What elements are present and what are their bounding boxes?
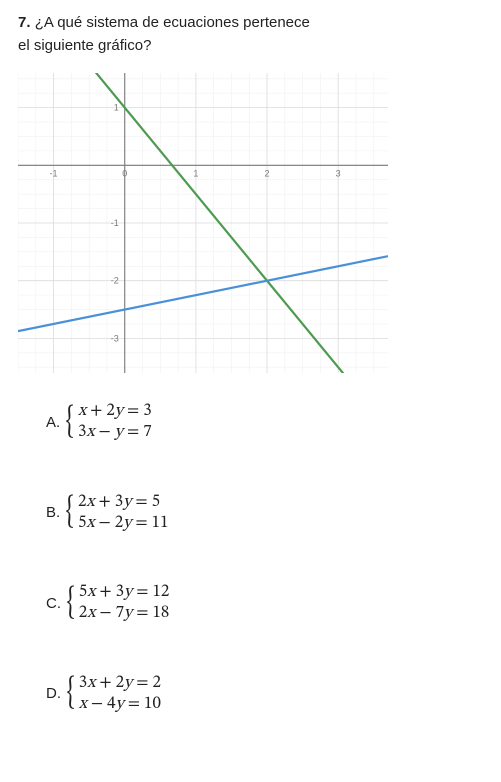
option-label: A. <box>46 414 60 431</box>
equation-system: {3x + 2y = 2x − 4y = 10 <box>65 673 161 716</box>
equation-system: {x + 2y = 33x − y = 7 <box>64 401 151 444</box>
left-brace-icon: { <box>66 410 74 435</box>
option-label: D. <box>46 685 61 702</box>
question-number: 7. <box>18 14 31 31</box>
question-line1: ¿A qué sistema de ecuaciones pertenece <box>35 14 310 31</box>
left-brace-icon: { <box>67 591 75 616</box>
equation-2: 5x − 2y = 11 <box>78 513 169 534</box>
option-C[interactable]: C.{5x + 3y = 122x − 7y = 18 <box>46 582 483 625</box>
question-line2: el siguiente gráfico? <box>18 37 151 54</box>
graph-container: -1 0 1 2 3 -3 -2 -1 1 <box>18 73 483 377</box>
svg-text:-1: -1 <box>111 218 119 228</box>
equation-2: x − 4y = 10 <box>79 694 161 715</box>
option-label: C. <box>46 595 61 612</box>
svg-text:-3: -3 <box>111 333 119 343</box>
equation-2: 3x − y = 7 <box>78 422 152 443</box>
equation-1: 3x + 2y = 2 <box>79 673 161 694</box>
option-A[interactable]: A.{x + 2y = 33x − y = 7 <box>46 401 483 444</box>
svg-text:-1: -1 <box>50 168 58 178</box>
equation-2: 2x − 7y = 18 <box>79 603 170 624</box>
svg-text:1: 1 <box>114 103 119 113</box>
equation-system: {5x + 3y = 122x − 7y = 18 <box>65 582 169 625</box>
left-brace-icon: { <box>66 500 74 525</box>
svg-text:-2: -2 <box>111 276 119 286</box>
equation-1: 5x + 3y = 12 <box>79 582 170 603</box>
answer-options: A.{x + 2y = 33x − y = 7B.{2x + 3y = 55x … <box>18 401 483 715</box>
option-B[interactable]: B.{2x + 3y = 55x − 2y = 11 <box>46 492 483 535</box>
system-graph: -1 0 1 2 3 -3 -2 -1 1 <box>18 73 388 373</box>
equation-1: x + 2y = 3 <box>78 401 152 422</box>
svg-text:3: 3 <box>336 168 341 178</box>
option-D[interactable]: D.{3x + 2y = 2x − 4y = 10 <box>46 673 483 716</box>
option-label: B. <box>46 504 60 521</box>
left-brace-icon: { <box>67 681 75 706</box>
svg-text:0: 0 <box>122 168 127 178</box>
svg-text:1: 1 <box>193 168 198 178</box>
question-text: 7. ¿A qué sistema de ecuaciones pertenec… <box>18 12 483 57</box>
equation-1: 2x + 3y = 5 <box>78 492 169 513</box>
svg-text:2: 2 <box>265 168 270 178</box>
equation-system: {2x + 3y = 55x − 2y = 11 <box>64 492 168 535</box>
